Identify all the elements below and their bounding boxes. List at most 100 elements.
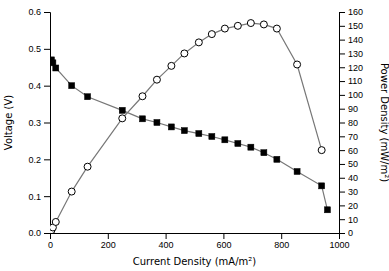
tick-label: 110	[348, 76, 362, 86]
tick: 70	[339, 132, 358, 142]
tick: 50	[339, 159, 358, 169]
tick-label: 150	[348, 21, 363, 31]
point	[234, 22, 241, 29]
point	[139, 93, 146, 100]
tick-mark	[339, 178, 345, 179]
point	[221, 25, 228, 32]
tick: 20	[339, 201, 358, 211]
tick-label: 0.5	[28, 44, 41, 54]
tick-mark	[339, 26, 345, 27]
tick-label: 90	[348, 104, 358, 114]
point	[119, 107, 125, 113]
tick-label: 0.6	[28, 7, 41, 17]
tick-label: 800	[274, 240, 289, 250]
tick: 0.5	[28, 44, 50, 54]
point	[119, 115, 126, 122]
tick-mark	[339, 12, 345, 13]
tick-mark	[339, 67, 345, 68]
chart: 020040060080010000.00.10.20.30.40.50.601…	[0, 0, 389, 271]
y-axis: 0.0 0.1 0.2 0.3 0.4 0.5 0.6	[28, 7, 50, 238]
tick-mark	[44, 12, 50, 13]
tick-label: 40	[348, 173, 358, 183]
tick-label: 160	[348, 7, 363, 17]
point	[153, 76, 160, 83]
y2-axis-line	[340, 13, 346, 234]
tick-label: 80	[348, 118, 358, 128]
tick-mark	[108, 233, 109, 239]
tick-label: 60	[348, 146, 358, 156]
point	[209, 133, 215, 139]
point	[168, 62, 175, 69]
tick: 600	[216, 233, 231, 250]
point	[154, 120, 160, 126]
tick: 130	[339, 49, 363, 59]
point	[222, 137, 228, 143]
point	[52, 218, 59, 225]
point	[195, 39, 202, 46]
tick: 100	[339, 90, 363, 100]
tick-label: 0.4	[28, 81, 41, 91]
tick-mark	[281, 233, 282, 239]
tick-label: 70	[348, 132, 358, 142]
tick: 0.2	[28, 155, 50, 165]
line	[51, 23, 321, 230]
tick: 140	[339, 35, 363, 45]
tick: 60	[339, 146, 358, 156]
tick: 1000	[329, 233, 349, 250]
point	[196, 131, 202, 137]
tick-label: 50	[348, 159, 358, 169]
point	[318, 147, 325, 154]
point	[53, 65, 59, 71]
point	[248, 144, 254, 150]
tick-mark	[44, 233, 50, 234]
tick-mark	[223, 233, 224, 239]
point	[68, 188, 75, 195]
x-axis-line	[51, 234, 340, 240]
point	[84, 163, 91, 170]
plot: 020040060080010000.00.10.20.30.40.50.601…	[28, 7, 363, 250]
tick-label: 20	[348, 201, 358, 211]
tick-label: 1000	[329, 240, 349, 250]
tick: 40	[339, 173, 358, 183]
point	[235, 140, 241, 146]
line	[51, 60, 327, 210]
point	[168, 124, 174, 130]
point	[208, 31, 215, 38]
y-axis-title: Voltage (V)	[3, 95, 14, 150]
tick-mark	[339, 192, 345, 193]
tick-label: 600	[216, 240, 231, 250]
tick-mark	[339, 81, 345, 82]
x-axis: 02004006008001000	[48, 233, 350, 250]
tick-mark	[339, 123, 345, 124]
y2-axis: 0 10 20 30 40 50 60 70 80 90 100 110 120 130 140 150 160	[339, 7, 363, 238]
point	[181, 50, 188, 57]
tick: 0.3	[28, 118, 50, 128]
point	[294, 61, 301, 68]
tick-label: 0.1	[28, 192, 41, 202]
point	[139, 116, 145, 122]
tick-mark	[339, 233, 345, 234]
y-axis-line	[44, 13, 51, 234]
tick: 80	[339, 118, 358, 128]
tick-mark	[339, 95, 345, 96]
tick: 30	[339, 187, 358, 197]
tick-mark	[44, 86, 50, 87]
tick-label: 30	[348, 187, 358, 197]
tick: 200	[101, 233, 116, 250]
tick-label: 120	[348, 63, 363, 73]
tick-label: 0.0	[28, 228, 41, 238]
point	[261, 150, 267, 156]
tick-label: 200	[101, 240, 116, 250]
tick-mark	[339, 40, 345, 41]
tick: 150	[339, 21, 363, 31]
tick-mark	[339, 164, 345, 165]
tick-mark	[44, 159, 50, 160]
tick: 10	[339, 215, 358, 225]
point	[324, 207, 330, 213]
tick-mark	[166, 233, 167, 239]
tick: 120	[339, 63, 363, 73]
tick-label: 0	[348, 228, 353, 238]
tick: 0.6	[28, 7, 50, 17]
marks	[50, 20, 330, 233]
tick: 0.1	[28, 192, 50, 202]
